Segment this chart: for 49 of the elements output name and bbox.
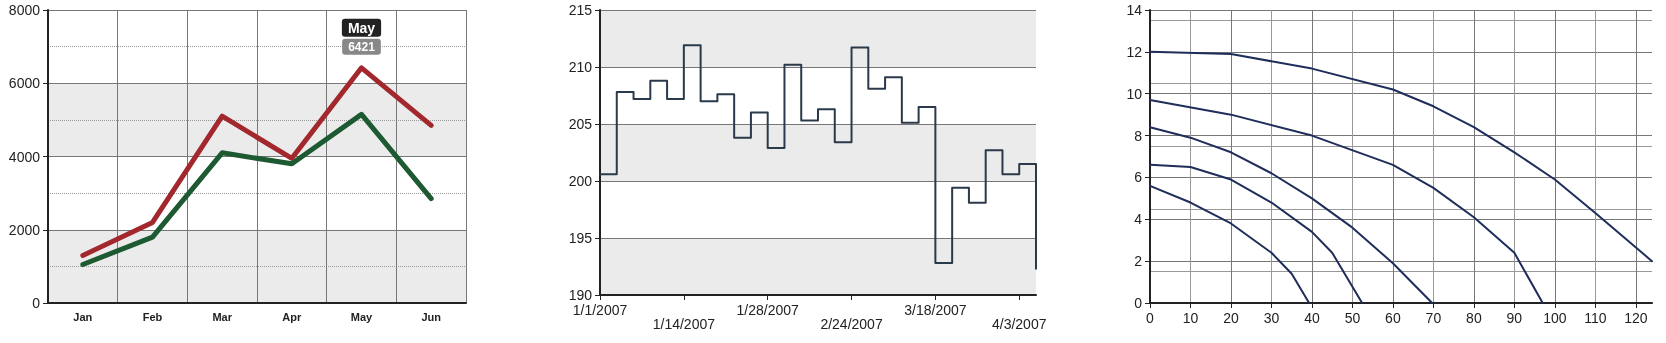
- x-tick-label: 2/24/2007: [820, 316, 883, 332]
- y-tick-label: 2000: [8, 221, 41, 238]
- annotation: May: [347, 19, 376, 36]
- x-tick-label: Jun: [421, 310, 442, 323]
- y-tick-label: 215: [568, 2, 593, 18]
- x-tick-label: 0: [1146, 310, 1155, 326]
- line-series: [1149, 184, 1311, 304]
- x-tick-label: 20: [1223, 310, 1239, 326]
- x-tick-label: 100: [1543, 310, 1567, 326]
- x-tick-label: 3/18/2007: [904, 302, 967, 318]
- x-tick-label: 4/3/2007: [991, 316, 1047, 332]
- x-tick-label: Feb: [142, 310, 163, 323]
- x-tick-label: Apr: [282, 310, 303, 323]
- x-tick-label: 1/1/2007: [572, 302, 628, 318]
- y-tick-label: 14: [1126, 2, 1143, 18]
- y-tick-label: 8000: [8, 2, 41, 18]
- line-series: [1149, 163, 1364, 304]
- x-tick-label: 10: [1182, 310, 1199, 326]
- y-tick-label: 200: [568, 173, 593, 189]
- x-tick-label: 120: [1624, 310, 1648, 326]
- x-tick-label: 30: [1263, 310, 1280, 326]
- y-tick-label: 195: [568, 230, 593, 246]
- x-tick-label: 60: [1385, 310, 1401, 326]
- x-tick-label: 50: [1344, 310, 1361, 326]
- x-tick-label: 1/28/2007: [736, 302, 800, 318]
- y-tick-label: 6: [1134, 169, 1143, 186]
- x-tick-label: 70: [1425, 310, 1442, 326]
- line-series: [1149, 126, 1434, 304]
- line-series: [1149, 98, 1544, 304]
- x-tick-label: 110: [1584, 310, 1607, 326]
- y-tick-label: 205: [568, 116, 593, 132]
- x-tick-label: Jan: [73, 310, 93, 323]
- y-tick-label: 6000: [8, 75, 41, 92]
- y-tick-label: 4000: [8, 148, 41, 165]
- y-tick-label: 210: [568, 59, 593, 75]
- y-tick-label: 190: [568, 287, 593, 303]
- y-tick-label: 4: [1134, 211, 1143, 228]
- x-tick-label: May: [350, 310, 374, 323]
- y-tick-label: 10: [1126, 85, 1143, 102]
- x-tick-label: 80: [1466, 310, 1482, 326]
- line-series: [1149, 50, 1653, 263]
- x-tick-label: 40: [1304, 310, 1320, 326]
- annotation: 6421: [348, 39, 376, 54]
- x-tick-label: 1/14/2007: [652, 316, 716, 332]
- y-tick-label: 12: [1126, 43, 1143, 60]
- x-tick-label: 90: [1506, 310, 1523, 326]
- y-tick-label: 8: [1134, 127, 1143, 144]
- y-tick-label: 2: [1134, 253, 1143, 270]
- x-tick-label: Mar: [212, 310, 233, 323]
